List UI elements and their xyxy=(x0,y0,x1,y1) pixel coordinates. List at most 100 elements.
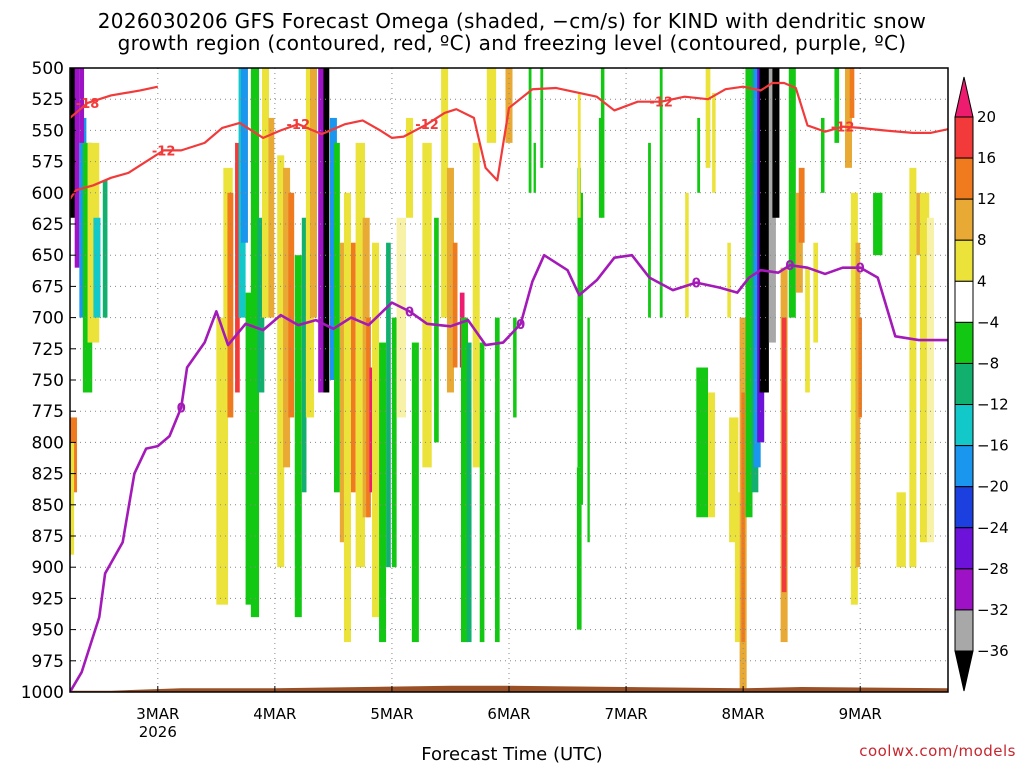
y-tick-label: 975 xyxy=(32,652,64,672)
omega-shade xyxy=(712,92,716,193)
y-tick-label: 800 xyxy=(32,433,64,453)
omega-shade xyxy=(753,68,761,468)
omega-shade xyxy=(587,317,590,543)
omega-shade xyxy=(734,492,740,643)
y-tick-label: 1000 xyxy=(21,683,64,703)
omega-shade xyxy=(333,142,340,493)
grid-lines xyxy=(70,68,948,692)
contour-label: -18 xyxy=(76,97,100,112)
omega-shade xyxy=(396,217,406,418)
omega-shade xyxy=(741,392,745,643)
colorbar-label: −16 xyxy=(977,437,1009,455)
contour-label: -12 xyxy=(649,96,673,111)
y-tick-label: 625 xyxy=(32,215,64,235)
x-tick-label: 8MAR xyxy=(722,705,765,723)
colorbar-label: 12 xyxy=(977,190,996,208)
omega-shade xyxy=(513,317,517,418)
y-tick-label: 725 xyxy=(32,340,64,360)
x-tick-sublabel: 2026 xyxy=(139,723,177,741)
colorbar-label: −4 xyxy=(977,313,999,331)
credit-link[interactable]: coolwx.com/models xyxy=(859,742,1016,760)
colorbar-label: −32 xyxy=(977,601,1009,619)
x-tick-label: 3MAR xyxy=(136,705,179,723)
omega-shade xyxy=(648,142,651,318)
contour-label: -12 xyxy=(287,118,311,133)
omega-shade xyxy=(411,342,419,643)
colorbar-label: −12 xyxy=(977,396,1009,414)
y-tick-label: 750 xyxy=(32,371,64,391)
omega-shade xyxy=(466,342,472,643)
colorbar-swatch xyxy=(954,321,974,364)
omega-shade xyxy=(329,117,337,381)
omega-shade xyxy=(659,68,663,318)
omega-shade xyxy=(708,392,716,518)
omega-shade xyxy=(788,68,796,318)
omega-shade xyxy=(235,142,240,393)
omega-shade xyxy=(577,167,581,468)
omega-shade xyxy=(227,192,234,418)
omega-shade xyxy=(896,492,906,568)
colorbar-label: −8 xyxy=(977,354,999,372)
colorbar-label: 8 xyxy=(977,231,987,249)
colorbar-swatch xyxy=(954,527,974,570)
contour-label: -12 xyxy=(152,144,176,159)
omega-shade xyxy=(598,117,602,218)
omega-shade xyxy=(705,68,711,168)
y-tick-label: 600 xyxy=(32,184,64,204)
omega-shade xyxy=(70,442,75,555)
y-tick-label: 875 xyxy=(32,527,64,547)
x-axis-label: Forecast Time (UTC) xyxy=(421,744,603,765)
colorbar-swatch xyxy=(954,198,974,241)
omega-shade xyxy=(102,180,108,318)
contour-label: 0 xyxy=(405,305,414,320)
contour-label: 0 xyxy=(177,401,186,416)
omega-shade xyxy=(834,68,840,143)
omega-shade xyxy=(294,255,302,618)
omega-shade xyxy=(74,68,80,268)
y-tick-label: 950 xyxy=(32,621,64,641)
colorbar-label: −24 xyxy=(977,519,1009,537)
colorbar-swatch xyxy=(954,445,974,488)
y-tick-label: 825 xyxy=(32,465,64,485)
x-tick-label: 9MAR xyxy=(839,705,882,723)
omega-shade xyxy=(257,217,265,393)
dendritic-contour xyxy=(70,85,159,119)
colorbar-swatch xyxy=(954,157,974,200)
colorbar-swatch xyxy=(954,609,974,652)
omega-shade xyxy=(268,117,275,318)
contour-label: 0 xyxy=(516,318,525,333)
omega-shade xyxy=(277,155,285,568)
omega-shade xyxy=(405,117,414,218)
colorbar-swatch xyxy=(954,568,974,611)
omega-shade xyxy=(858,317,862,418)
omega-shade xyxy=(745,68,753,518)
omega-shade xyxy=(240,68,248,243)
omega-shade xyxy=(343,192,351,643)
omega-shade xyxy=(70,68,77,218)
contour-lines: -18 -12 -12 -12 -12 -12 0 0 0 0 0 0 xyxy=(70,81,948,692)
x-tick-label: 6MAR xyxy=(487,705,530,723)
omega-shade xyxy=(452,242,458,368)
omega-shade xyxy=(505,68,513,143)
contour-label: 0 xyxy=(692,277,701,292)
omega-shade xyxy=(288,192,295,418)
omega-shade xyxy=(916,192,922,256)
omega-shade xyxy=(366,317,371,518)
omega-shade xyxy=(540,68,544,168)
omega-shade xyxy=(93,217,101,318)
y-tick-label: 925 xyxy=(32,589,64,609)
omega-shade xyxy=(844,68,853,168)
omega-shade xyxy=(391,317,397,568)
omega-shade xyxy=(355,142,366,568)
contour-label: 0 xyxy=(856,262,865,277)
colorbar-swatch xyxy=(954,116,974,159)
colorbar-label: −20 xyxy=(977,478,1009,496)
omega-shade xyxy=(245,292,253,605)
omega-shade xyxy=(919,192,930,543)
omega-shade xyxy=(805,267,810,393)
omega-shade xyxy=(446,167,454,393)
omega-shade xyxy=(849,68,855,118)
y-tick-label: 700 xyxy=(32,309,64,329)
colorbar-swatch xyxy=(954,362,974,406)
omega-shade xyxy=(339,242,346,543)
